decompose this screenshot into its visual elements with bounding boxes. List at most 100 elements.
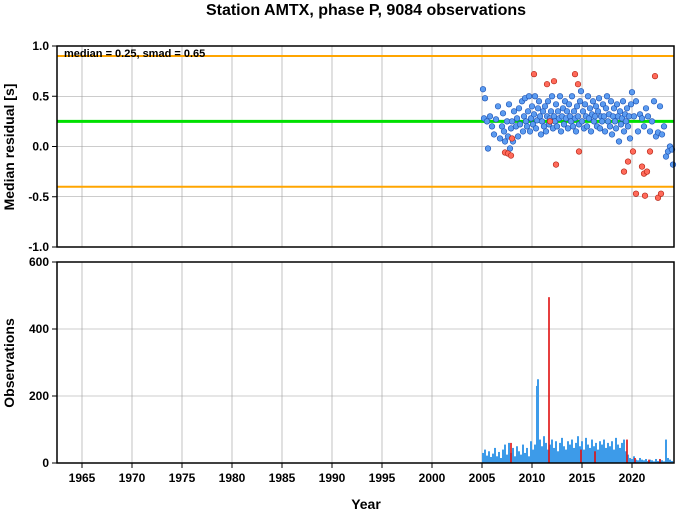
residual-point: [644, 113, 652, 120]
outlier-point: [651, 73, 659, 80]
residual-point: [616, 108, 624, 115]
outlier-point: [546, 118, 554, 125]
observation-bar: [516, 446, 518, 463]
residual-point: [514, 133, 522, 140]
observation-bar: [520, 454, 522, 463]
observations-y-axis-label: Observations: [1, 318, 17, 408]
x-tick-label: 2020: [619, 471, 646, 485]
observation-bar: [534, 444, 536, 463]
observation-bar: [577, 436, 579, 463]
residual-point: [656, 103, 664, 110]
outlier-point: [643, 168, 651, 175]
observation-bar: [532, 449, 534, 463]
observation-bar: [583, 449, 585, 463]
residual-point: [488, 123, 496, 130]
residual-point: [650, 98, 658, 105]
residual-point: [611, 118, 619, 125]
observation-bar: [508, 442, 510, 463]
residual-point: [623, 105, 631, 112]
residual-point: [569, 123, 577, 130]
observation-bar: [565, 449, 567, 463]
observation-bar: [500, 457, 502, 463]
x-tick-label: 1990: [319, 471, 346, 485]
residual-point: [624, 123, 632, 130]
observation-bar: [639, 457, 641, 463]
residual-point: [565, 101, 573, 108]
observation-bar: [571, 439, 573, 463]
observation-bar: [619, 447, 621, 463]
observation-bar: [504, 444, 506, 463]
observation-bar: [579, 446, 581, 463]
residual-point: [579, 108, 587, 115]
observation-bar: [502, 449, 504, 463]
residual-point: [576, 98, 584, 105]
outlier-point: [638, 163, 646, 170]
observation-bar: [486, 455, 488, 463]
residual-point: [630, 113, 638, 120]
observation-bar-highlight: [510, 442, 512, 463]
residual-point: [591, 113, 599, 120]
outlier-point: [629, 148, 637, 155]
residual-point: [496, 135, 504, 142]
residual-point: [589, 98, 597, 105]
observation-bar: [567, 441, 569, 463]
observation-bar: [605, 447, 607, 463]
observation-bar: [514, 456, 516, 463]
observation-bar: [518, 451, 520, 463]
observation-bar: [671, 460, 673, 463]
residual-point: [479, 86, 487, 93]
residual-y-tick-label: 1.0: [32, 39, 49, 53]
observation-bar: [663, 461, 665, 463]
observation-bar-highlight: [548, 297, 550, 463]
residual-point: [510, 108, 518, 115]
observation-bar: [641, 459, 643, 463]
residual-point: [606, 123, 614, 130]
outlier-point: [624, 158, 632, 165]
residual-point: [660, 123, 668, 130]
residual-point: [552, 101, 560, 108]
observation-bar: [541, 446, 543, 463]
outlier-point: [646, 148, 654, 155]
observation-bar: [492, 453, 494, 463]
residual-point: [603, 93, 611, 100]
residual-point: [632, 98, 640, 105]
observations-y-tick-label: 400: [29, 322, 49, 336]
observation-bar: [591, 439, 593, 463]
residual-point: [581, 101, 589, 108]
residual-point: [544, 98, 552, 105]
observation-bar: [585, 437, 587, 463]
observation-bar: [488, 451, 490, 463]
residual-point: [530, 111, 538, 118]
residual-point: [516, 121, 524, 128]
observation-bar: [569, 444, 571, 463]
residual-point: [590, 118, 598, 125]
residual-point: [612, 125, 620, 132]
observation-bar-highlight: [594, 451, 596, 463]
observation-bar: [627, 454, 629, 463]
observation-bar: [635, 459, 637, 463]
outlier-point: [632, 190, 640, 197]
residual-point: [577, 88, 585, 95]
observation-bar: [555, 441, 557, 463]
x-tick-label: 1975: [169, 471, 196, 485]
residual-point: [578, 118, 586, 125]
observation-bar: [581, 441, 583, 463]
residual-point: [528, 103, 536, 110]
observation-bar: [661, 460, 663, 463]
observation-bar-highlight: [634, 457, 636, 463]
observation-bar: [512, 447, 514, 463]
residual-point: [537, 131, 545, 138]
outlier-point: [530, 71, 538, 78]
observation-bar: [609, 446, 611, 463]
residual-point: [596, 125, 604, 132]
residual-point: [515, 105, 523, 112]
residual-point: [557, 128, 565, 135]
residual-point: [532, 125, 540, 132]
residual-point: [595, 95, 603, 102]
residual-y-tick-label: 0.0: [32, 140, 49, 154]
residual-grid: [57, 45, 674, 248]
observation-bar: [629, 457, 631, 463]
residual-point: [522, 118, 530, 125]
residual-point: [542, 128, 550, 135]
